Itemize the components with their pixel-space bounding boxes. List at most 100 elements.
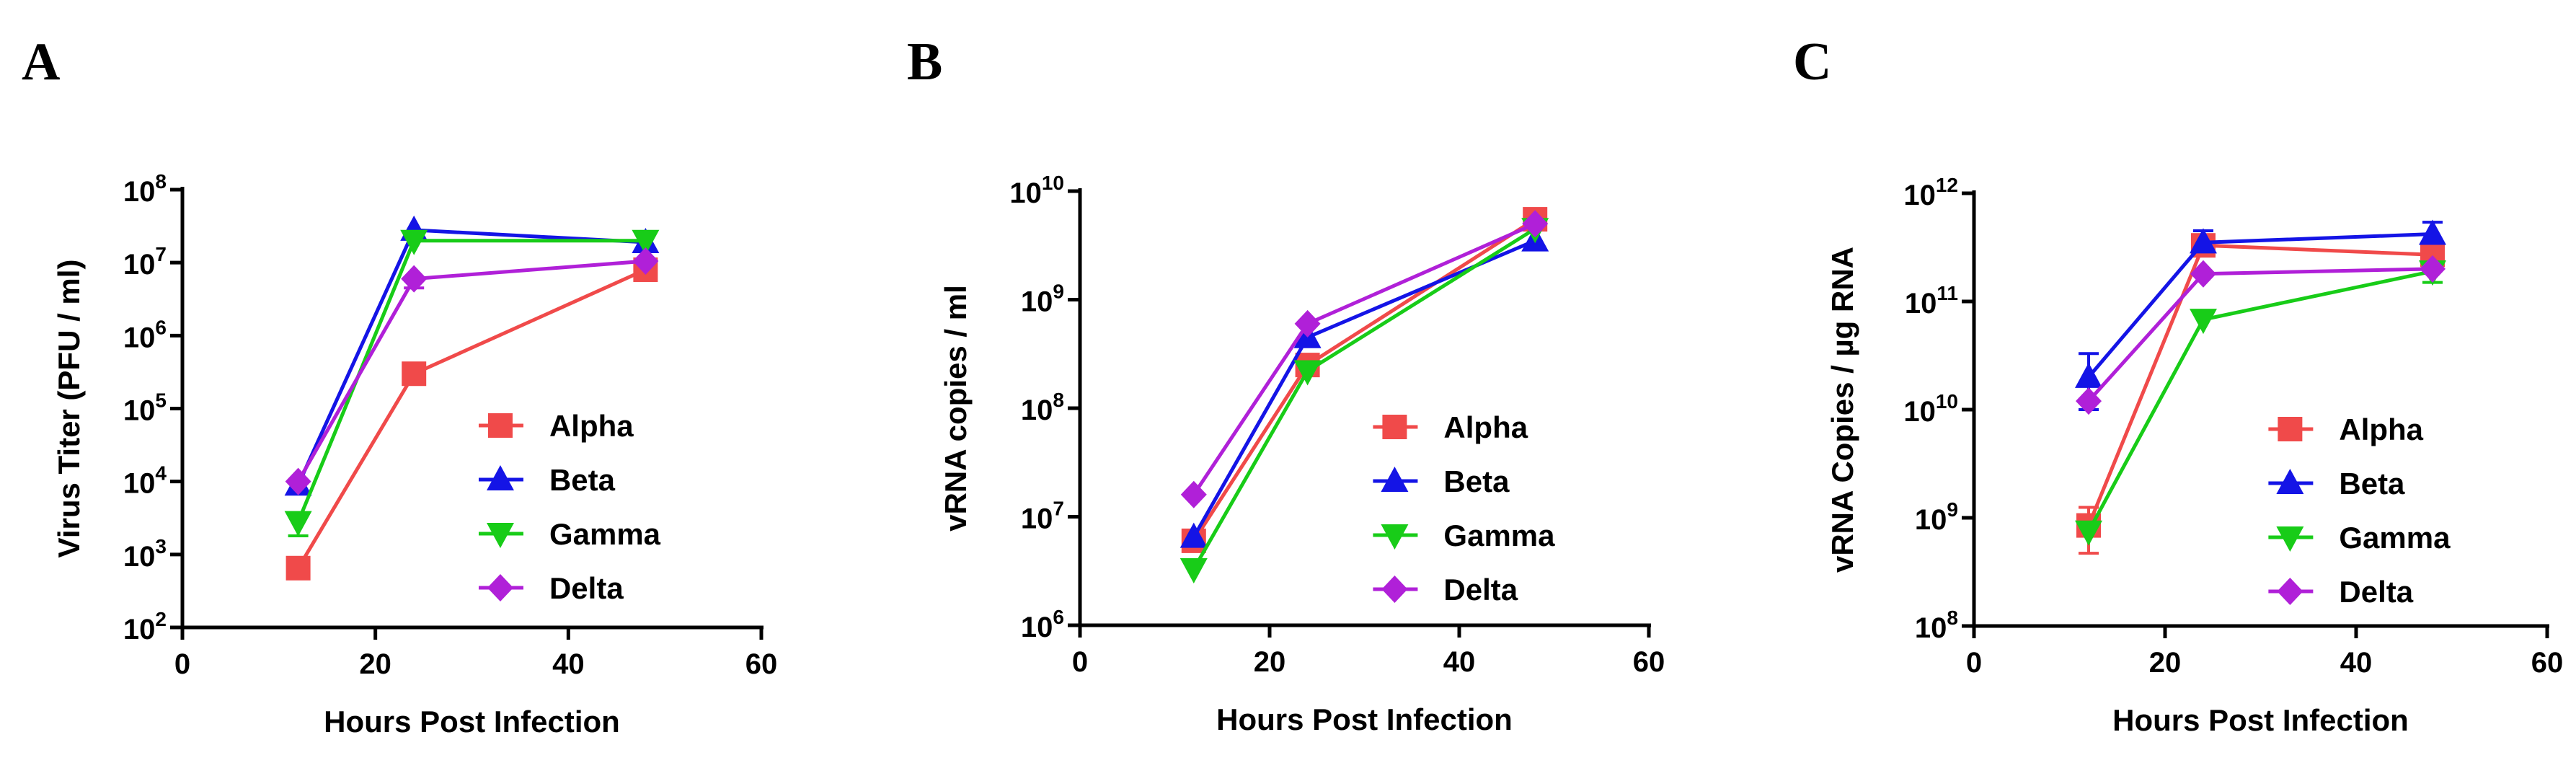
x-tick-label: 20 [2149,647,2182,679]
panel-label: B [907,32,942,92]
legend-label: Alpha [1443,410,1528,444]
data-point [2420,255,2446,283]
x-tick-label: 0 [174,648,190,680]
y-tick-label: 102 [123,608,167,645]
y-tick-label: 109 [1021,281,1064,318]
data-point [400,229,428,255]
series-delta [285,247,659,495]
data-point [285,467,311,495]
data-point [1179,557,1208,583]
x-tick-label: 20 [1254,646,1286,678]
x-tick-label: 60 [1633,646,1665,678]
legend-item-delta: Delta [1373,573,1518,607]
legend-marker [486,465,514,490]
legend-marker [1382,415,1407,439]
x-tick-label: 20 [359,648,391,680]
legend-label: Gamma [2339,521,2451,555]
x-tick-label: 40 [1443,646,1476,678]
y-tick-label: 106 [1021,606,1064,643]
data-point [402,361,427,387]
legend-marker [1381,576,1408,603]
x-tick-label: 40 [2340,647,2373,679]
y-tick-label: 106 [123,316,167,353]
y-tick-label: 107 [1021,498,1064,535]
x-axis-title: Hours Post Infection [2112,703,2409,737]
data-point [2419,219,2446,245]
data-point [632,229,660,255]
legend-label: Gamma [1443,519,1555,552]
y-tick-label: 105 [123,389,167,427]
legend-item-alpha: Alpha [478,409,634,443]
x-tick-label: 0 [1072,646,1088,678]
data-point [2076,387,2102,415]
legend: Alpha Beta Gamma Delta [1373,410,1555,607]
y-tick-label: 104 [123,462,167,500]
panel-label: C [1793,32,1831,92]
series-line [2087,232,2433,379]
y-tick-label: 1010 [1009,172,1064,209]
y-tick-label: 1012 [1903,174,1958,211]
legend-item-delta: Delta [478,571,624,605]
panel-A: A 0 20 40 60 102 103 104 105 106 107 108 Hours Post … [22,32,777,738]
data-point [2190,260,2216,288]
y-tick-label: 1010 [1903,390,1958,428]
legend-label: Delta [1443,573,1518,607]
legend-item-delta: Delta [2268,575,2414,609]
series-gamma [2075,260,2446,546]
panel-label: A [22,32,60,92]
series-line [296,228,646,486]
legend-item-gamma: Gamma [478,517,661,551]
legend-item-beta: Beta [1373,464,1510,498]
data-point [284,511,312,537]
data-point [2075,520,2102,546]
series-beta [284,215,660,496]
y-axis-title: vRNA Copies / µg RNA [1825,247,1859,573]
y-tick-label: 108 [1021,389,1064,426]
series-delta [1180,210,1549,508]
legend-label: Gamma [549,517,661,551]
legend-marker [486,523,514,548]
legend-item-gamma: Gamma [2268,521,2451,555]
data-point [401,265,428,293]
y-tick-label: 107 [123,243,167,281]
panel-C: C 0 20 40 60 108 109 1010 1011 1012 Hours Post Inf… [1793,32,2563,737]
series-gamma [284,229,660,538]
y-tick-label: 1011 [1905,282,1958,319]
panel-B: B 0 20 40 60 106 107 108 109 1010 Hours Post Infec… [907,32,1665,736]
legend-item-beta: Beta [478,463,616,497]
y-tick-label: 108 [1915,607,1958,644]
legend-marker [1381,467,1409,492]
y-axis-title: Virus Titer (PFU / ml) [52,260,86,558]
legend-label: Alpha [549,409,634,443]
legend-item-gamma: Gamma [1373,519,1555,552]
data-point [2190,309,2217,335]
series-line [2087,267,2433,402]
legend-item-alpha: Alpha [2268,413,2424,446]
x-tick-label: 0 [1966,647,1982,679]
legend-marker [2276,526,2304,552]
legend-label: Alpha [2339,413,2423,446]
data-point [1179,522,1208,548]
legend: Alpha Beta Gamma Delta [2268,413,2451,609]
legend-item-beta: Beta [2268,467,2405,501]
y-axis-title: vRNA copies / ml [939,285,973,532]
y-tick-label: 109 [1915,498,1958,536]
data-point [632,247,659,275]
data-point [1294,309,1321,338]
legend-label: Delta [549,571,624,605]
y-tick-label: 108 [123,170,167,208]
x-axis-title: Hours Post Infection [1216,702,1513,736]
legend-label: Beta [549,463,616,497]
legend-marker [2276,469,2304,494]
legend-label: Beta [1443,464,1510,498]
legend: Alpha Beta Gamma Delta [478,409,661,605]
legend-item-alpha: Alpha [1373,410,1528,444]
data-point [1180,480,1207,508]
x-tick-label: 60 [2531,647,2564,679]
data-point [1522,210,1549,238]
legend-marker [1381,524,1409,550]
legend-label: Delta [2339,575,2413,609]
data-point [286,555,311,581]
x-tick-label: 40 [552,648,585,680]
